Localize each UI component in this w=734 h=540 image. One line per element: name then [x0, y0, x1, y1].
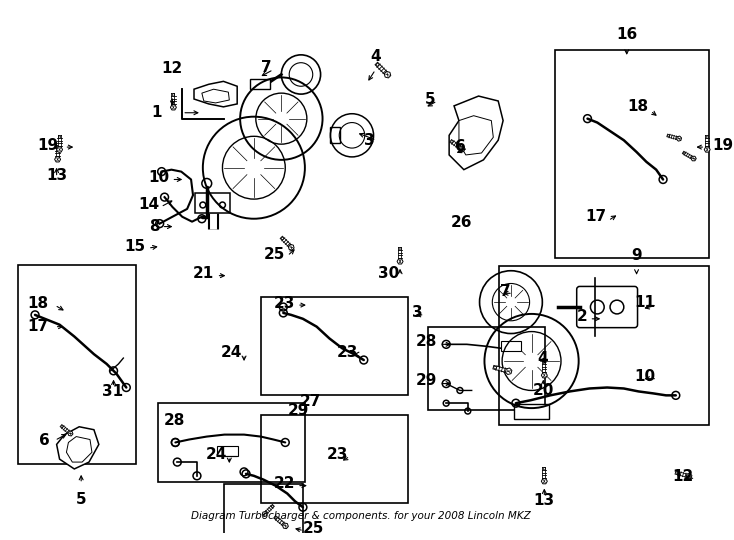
Text: 24: 24 — [221, 345, 242, 360]
Polygon shape — [57, 427, 99, 469]
Polygon shape — [385, 71, 390, 78]
Text: 28: 28 — [164, 413, 185, 428]
Text: 19: 19 — [712, 138, 733, 153]
Bar — [501, 341, 520, 351]
Polygon shape — [288, 245, 294, 250]
Text: 11: 11 — [634, 295, 655, 309]
Text: 24: 24 — [206, 447, 228, 462]
Polygon shape — [691, 156, 697, 161]
Bar — [195, 193, 230, 213]
Polygon shape — [202, 89, 229, 103]
Text: 26: 26 — [451, 215, 473, 230]
Polygon shape — [459, 116, 493, 155]
Text: 8: 8 — [149, 219, 160, 234]
Bar — [225, 484, 303, 538]
Text: 4: 4 — [370, 49, 381, 64]
Polygon shape — [54, 157, 61, 162]
Text: 2: 2 — [577, 309, 587, 325]
Text: 31: 31 — [102, 383, 123, 399]
Polygon shape — [194, 82, 237, 107]
Polygon shape — [57, 147, 62, 152]
Bar — [18, 265, 136, 464]
FancyBboxPatch shape — [577, 286, 638, 328]
Polygon shape — [449, 96, 503, 170]
Text: 17: 17 — [585, 210, 606, 224]
Text: 23: 23 — [327, 447, 348, 462]
Text: 19: 19 — [37, 138, 59, 153]
Polygon shape — [704, 147, 711, 152]
Text: 7: 7 — [501, 284, 511, 299]
Polygon shape — [542, 373, 548, 378]
Text: 20: 20 — [533, 383, 554, 397]
Bar — [499, 266, 709, 425]
Polygon shape — [67, 436, 92, 462]
Polygon shape — [506, 368, 512, 375]
Text: 25: 25 — [264, 247, 286, 261]
Text: 10: 10 — [148, 170, 170, 185]
Text: 12: 12 — [672, 469, 694, 484]
Polygon shape — [262, 511, 267, 517]
Polygon shape — [459, 146, 465, 152]
Text: 4: 4 — [537, 350, 548, 366]
Bar — [427, 327, 545, 410]
Text: 29: 29 — [288, 403, 310, 417]
Text: 5: 5 — [76, 491, 87, 507]
Bar — [261, 297, 408, 395]
Text: 3: 3 — [364, 133, 374, 148]
Text: 7: 7 — [261, 60, 272, 75]
Text: 21: 21 — [192, 266, 214, 281]
Bar — [514, 404, 549, 419]
Text: 25: 25 — [303, 521, 324, 536]
Text: 17: 17 — [28, 319, 48, 334]
Text: 14: 14 — [139, 198, 160, 212]
Polygon shape — [397, 259, 403, 264]
Bar — [330, 127, 341, 143]
Text: 30: 30 — [378, 266, 399, 281]
Polygon shape — [283, 523, 288, 529]
Text: 3: 3 — [412, 306, 423, 320]
Polygon shape — [686, 474, 692, 479]
Polygon shape — [542, 478, 548, 484]
Text: 29: 29 — [416, 373, 437, 388]
Text: Diagram Turbocharger & components. for your 2008 Lincoln MKZ: Diagram Turbocharger & components. for y… — [191, 511, 531, 521]
Polygon shape — [68, 431, 73, 436]
Polygon shape — [170, 105, 176, 110]
Text: 23: 23 — [274, 295, 295, 310]
Text: 18: 18 — [28, 295, 48, 310]
Text: 16: 16 — [616, 27, 637, 42]
Text: 15: 15 — [125, 239, 146, 254]
Text: 6: 6 — [455, 139, 466, 153]
Bar — [158, 403, 305, 482]
Bar — [261, 415, 408, 503]
Text: 9: 9 — [631, 248, 642, 263]
Bar — [555, 50, 709, 258]
Bar — [217, 447, 238, 456]
Text: 5: 5 — [425, 91, 435, 106]
Text: 23: 23 — [336, 345, 358, 360]
Text: 6: 6 — [39, 433, 50, 448]
Bar — [250, 79, 269, 89]
Text: 18: 18 — [628, 99, 648, 114]
Text: 28: 28 — [416, 334, 437, 349]
Text: 13: 13 — [46, 168, 68, 183]
Text: 22: 22 — [274, 476, 295, 491]
Text: 27: 27 — [300, 394, 321, 409]
Text: 1: 1 — [151, 105, 161, 120]
Text: 12: 12 — [161, 62, 183, 77]
Polygon shape — [677, 136, 682, 141]
Text: 13: 13 — [534, 494, 555, 509]
Text: 10: 10 — [634, 369, 655, 384]
